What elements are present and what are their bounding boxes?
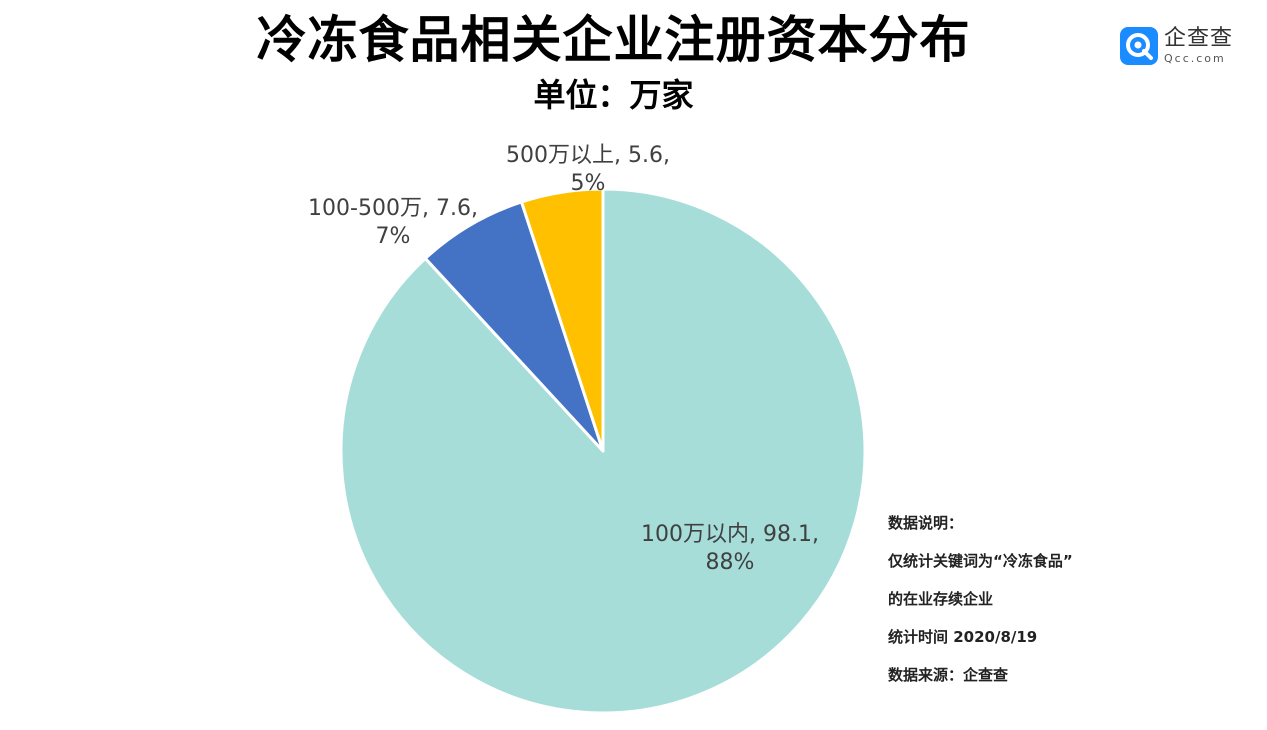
slice-100-500 [423,200,605,453]
chart-title: 冷冻食品相关企业注册资本分布 [256,11,971,69]
data-label-slice-over-500: 500万以上, 5.6, 5% [506,143,670,196]
data-label-slice-under-100: 100万以内, 98.1, 88% [641,522,819,575]
qcc-logo-icon [1120,27,1158,65]
data-notes: 数据说明： 仅统计关键词为“冷冻食品” 的在业存续企业 统计时间 2020/8/… [888,508,1073,698]
notes-line-4: 数据来源：企查查 [888,666,1009,684]
slice-over-500 [520,187,605,453]
notes-line-2: 的在业存续企业 [888,590,994,608]
logo-name: 企查查 [1164,26,1234,51]
data-label-slice-100-500: 100-500万, 7.6, 7% [308,196,478,249]
notes-heading: 数据说明： [888,514,964,532]
qcc-logo[interactable]: 企查查 Qcc.com [1120,24,1250,68]
chart-subtitle: 单位：万家 [533,76,694,114]
notes-line-1: 仅统计关键词为“冷冻食品” [888,552,1073,570]
notes-line-3: 统计时间 2020/8/19 [888,628,1038,646]
logo-domain: Qcc.com [1164,52,1226,65]
